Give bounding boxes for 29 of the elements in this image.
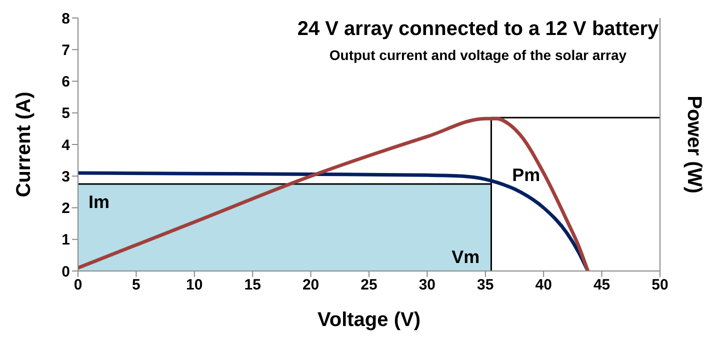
line-series: [78, 116, 590, 271]
annotation: Pm: [512, 164, 540, 185]
x-tick-label: 15: [244, 276, 261, 294]
x-tick-label: 35: [477, 276, 494, 294]
x-tick-label: 50: [652, 276, 668, 294]
x-tick-label: 5: [132, 276, 140, 294]
x-tick-label: 45: [593, 276, 610, 294]
x-tick-label: 0: [74, 276, 82, 294]
y-tick-label: 4: [62, 136, 71, 154]
text: Output current and voltage of the solar array: [328, 47, 628, 63]
x-tick-label: 20: [302, 276, 320, 294]
y-tick-label: 0: [62, 263, 70, 280]
y-tick-label: 8: [62, 10, 70, 28]
annotation: Vm: [452, 247, 480, 268]
x-axis-title: Voltage (V): [318, 309, 420, 331]
y-tick-label: 5: [62, 105, 70, 122]
x-tick-label: 10: [186, 276, 203, 294]
x-tick-label: 40: [535, 276, 552, 294]
y-axis-title: Current (A): [13, 92, 36, 198]
y-tick-label: 2: [62, 200, 70, 218]
y2-axis-title: Power (W): [682, 96, 705, 194]
y-tick-label: 7: [62, 42, 70, 59]
y-tick-label: 6: [62, 74, 70, 91]
y-tick-label: 3: [62, 168, 70, 186]
x-tick-label: 25: [360, 276, 378, 294]
y-tick-label: 1: [62, 232, 70, 249]
chart-title: 24 V array connected to a 12 V battery: [296, 18, 660, 41]
x-tick-label: 30: [418, 276, 436, 294]
annotation: Im: [88, 192, 110, 212]
